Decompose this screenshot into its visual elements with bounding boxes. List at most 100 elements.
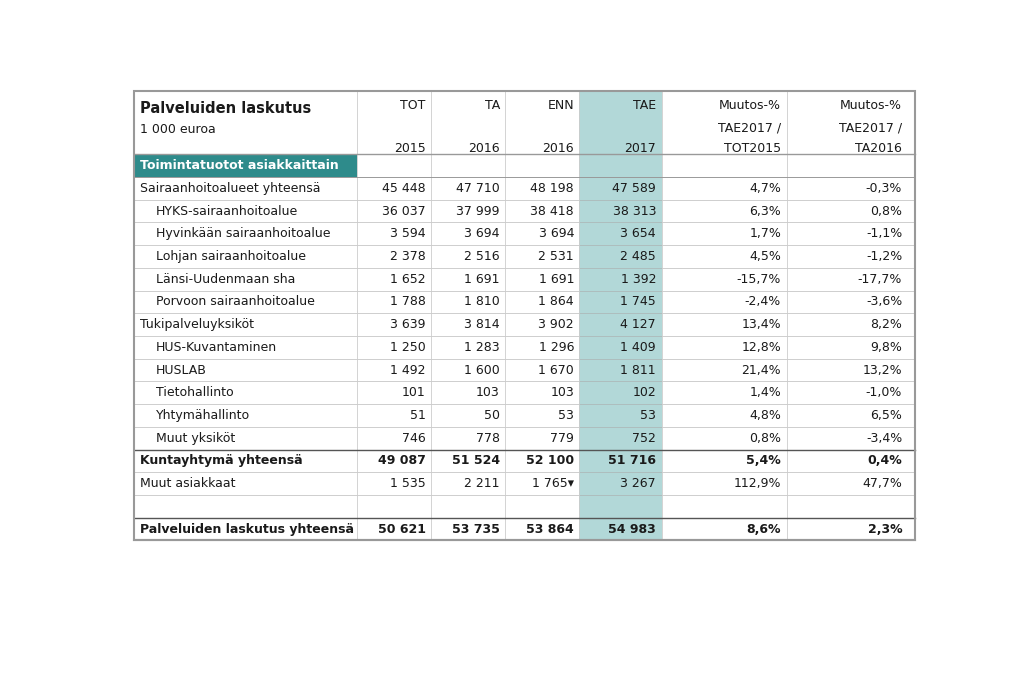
- Bar: [134, 154, 356, 177]
- Text: 2016: 2016: [543, 141, 574, 155]
- Text: 102: 102: [633, 386, 656, 399]
- Text: 1 670: 1 670: [539, 363, 574, 377]
- Text: 53: 53: [558, 409, 574, 422]
- Text: 2 516: 2 516: [464, 250, 500, 263]
- Text: TA: TA: [484, 99, 500, 112]
- Text: 45 448: 45 448: [382, 182, 426, 195]
- Text: 4,8%: 4,8%: [750, 409, 781, 422]
- Text: Länsi-Uudenmaan sha: Länsi-Uudenmaan sha: [156, 273, 295, 286]
- Text: Tietohallinto: Tietohallinto: [156, 386, 233, 399]
- Text: 2,3%: 2,3%: [867, 523, 902, 536]
- Text: 1 745: 1 745: [621, 295, 656, 308]
- Text: -0,3%: -0,3%: [865, 182, 902, 195]
- Text: 1 492: 1 492: [390, 363, 426, 377]
- Text: -3,4%: -3,4%: [866, 432, 902, 445]
- Text: -15,7%: -15,7%: [736, 273, 781, 286]
- Text: Muut asiakkaat: Muut asiakkaat: [140, 477, 236, 490]
- Text: 3 639: 3 639: [390, 318, 426, 331]
- Text: 38 418: 38 418: [530, 204, 574, 217]
- Text: 778: 778: [476, 432, 500, 445]
- Text: 48 198: 48 198: [530, 182, 574, 195]
- Text: 0,8%: 0,8%: [750, 432, 781, 445]
- Text: TOT: TOT: [400, 99, 426, 112]
- Text: 13,4%: 13,4%: [741, 318, 781, 331]
- Text: 21,4%: 21,4%: [741, 363, 781, 377]
- Text: Sairaanhoitoalueet yhteensä: Sairaanhoitoalueet yhteensä: [140, 182, 321, 195]
- Text: -1,1%: -1,1%: [866, 227, 902, 240]
- Text: TAE2017 /: TAE2017 /: [839, 122, 902, 134]
- Text: 0,8%: 0,8%: [870, 204, 902, 217]
- Text: 6,5%: 6,5%: [870, 409, 902, 422]
- Text: Tukipalveluyksiköt: Tukipalveluyksiköt: [140, 318, 254, 331]
- Text: 38 313: 38 313: [612, 204, 656, 217]
- Text: 51 716: 51 716: [608, 454, 656, 467]
- Text: -3,6%: -3,6%: [866, 295, 902, 308]
- Text: Muut yksiköt: Muut yksiköt: [156, 432, 236, 445]
- Text: 3 654: 3 654: [621, 227, 656, 240]
- Bar: [580, 91, 662, 540]
- Bar: [134, 91, 915, 540]
- Text: 2015: 2015: [394, 141, 426, 155]
- Text: HUS-Kuvantaminen: HUS-Kuvantaminen: [156, 341, 278, 354]
- Text: 52 100: 52 100: [526, 454, 574, 467]
- Bar: [134, 91, 915, 540]
- Text: 54 983: 54 983: [608, 523, 656, 536]
- Bar: [580, 91, 662, 540]
- Text: 4,7%: 4,7%: [750, 182, 781, 195]
- Text: 1 788: 1 788: [390, 295, 426, 308]
- Text: 1 600: 1 600: [464, 363, 500, 377]
- Text: Lohjan sairaanhoitoalue: Lohjan sairaanhoitoalue: [156, 250, 306, 263]
- Text: -1,0%: -1,0%: [865, 386, 902, 399]
- Text: 51: 51: [410, 409, 426, 422]
- Text: 101: 101: [401, 386, 426, 399]
- Text: 53 864: 53 864: [526, 523, 574, 536]
- Text: 53: 53: [640, 409, 656, 422]
- Text: 1 283: 1 283: [464, 341, 500, 354]
- Text: 1,7%: 1,7%: [750, 227, 781, 240]
- Text: 2 378: 2 378: [390, 250, 426, 263]
- Text: 47,7%: 47,7%: [862, 477, 902, 490]
- Text: 4,5%: 4,5%: [750, 250, 781, 263]
- Text: 50 621: 50 621: [378, 523, 426, 536]
- Text: 36 037: 36 037: [382, 204, 426, 217]
- Text: 13,2%: 13,2%: [862, 363, 902, 377]
- Text: 5,4%: 5,4%: [746, 454, 781, 467]
- Text: -2,4%: -2,4%: [744, 295, 781, 308]
- Text: 8,6%: 8,6%: [746, 523, 781, 536]
- Text: 1,4%: 1,4%: [750, 386, 781, 399]
- Text: Toimintatuotot asiakkaittain: Toimintatuotot asiakkaittain: [140, 159, 339, 172]
- Text: 1 691: 1 691: [464, 273, 500, 286]
- Text: 9,8%: 9,8%: [870, 341, 902, 354]
- Text: HUSLAB: HUSLAB: [156, 363, 207, 377]
- Text: Muutos-%: Muutos-%: [719, 99, 781, 112]
- Text: 103: 103: [476, 386, 500, 399]
- Text: 3 267: 3 267: [621, 477, 656, 490]
- Text: 746: 746: [401, 432, 426, 445]
- Text: 1 535: 1 535: [390, 477, 426, 490]
- Text: 3 902: 3 902: [539, 318, 574, 331]
- Text: Porvoon sairaanhoitoalue: Porvoon sairaanhoitoalue: [156, 295, 314, 308]
- Text: 47 710: 47 710: [456, 182, 500, 195]
- Text: 1 864: 1 864: [539, 295, 574, 308]
- Text: 112,9%: 112,9%: [733, 477, 781, 490]
- Text: 2016: 2016: [468, 141, 500, 155]
- Text: 1 409: 1 409: [621, 341, 656, 354]
- Text: 1 250: 1 250: [390, 341, 426, 354]
- Text: 49 087: 49 087: [378, 454, 426, 467]
- Text: 1 392: 1 392: [621, 273, 656, 286]
- Text: 2 211: 2 211: [464, 477, 500, 490]
- Text: 1 691: 1 691: [539, 273, 574, 286]
- Text: 51 524: 51 524: [452, 454, 500, 467]
- Text: 50: 50: [484, 409, 500, 422]
- Text: 2017: 2017: [625, 141, 656, 155]
- Text: 2 531: 2 531: [539, 250, 574, 263]
- Text: 3 694: 3 694: [539, 227, 574, 240]
- Text: 1 811: 1 811: [621, 363, 656, 377]
- Text: Palveluiden laskutus: Palveluiden laskutus: [140, 100, 311, 115]
- Text: 779: 779: [550, 432, 574, 445]
- Text: TAE2017 /: TAE2017 /: [718, 122, 781, 134]
- Text: Palveluiden laskutus yhteensä: Palveluiden laskutus yhteensä: [140, 523, 354, 536]
- Text: HYKS-sairaanhoitoalue: HYKS-sairaanhoitoalue: [156, 204, 298, 217]
- Text: 3 814: 3 814: [464, 318, 500, 331]
- Text: TA2016: TA2016: [855, 141, 902, 155]
